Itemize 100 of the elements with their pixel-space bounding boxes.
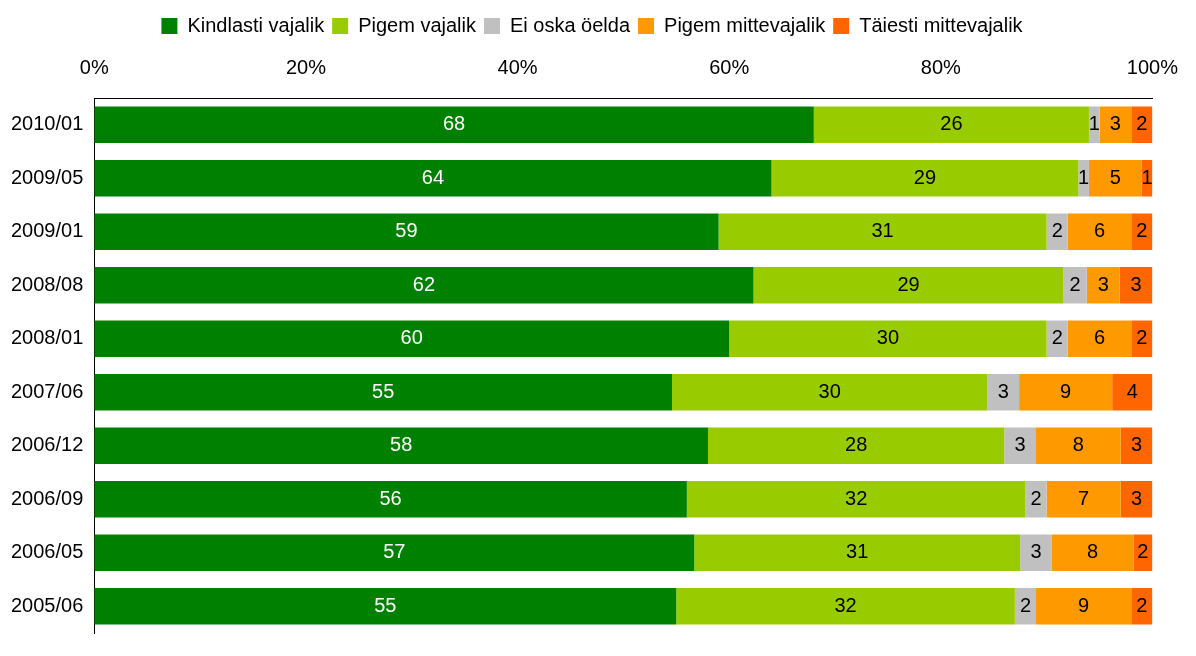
data-label: 6 <box>1093 219 1106 242</box>
bar <box>686 481 1026 518</box>
bar <box>813 106 1089 143</box>
data-label: 5 <box>1109 165 1121 188</box>
data-label: 3 <box>1130 433 1143 456</box>
y-tick-label: 2005/06 <box>11 593 84 616</box>
data-label: 59 <box>395 219 418 242</box>
bar <box>94 481 687 518</box>
data-label: 28 <box>845 433 868 456</box>
bar <box>1067 320 1132 357</box>
x-tick-label: 40% <box>497 55 538 78</box>
legend-label: Pigem mittevajalik <box>664 13 827 36</box>
data-label: 2 <box>1069 272 1081 295</box>
bar <box>1004 427 1037 464</box>
y-tick-label: 2006/09 <box>11 486 84 509</box>
x-tick-label: 20% <box>285 55 327 78</box>
bar <box>753 267 1064 304</box>
bar <box>672 374 988 411</box>
y-tick-label: 2008/01 <box>11 326 84 349</box>
y-tick-label: 2008/08 <box>11 272 84 295</box>
data-label: 2 <box>1136 326 1148 349</box>
data-label: 29 <box>913 165 937 188</box>
data-label: 9 <box>1060 379 1072 402</box>
data-label: 3 <box>1109 112 1121 135</box>
data-label: 32 <box>845 486 868 509</box>
y-tick-label: 2006/12 <box>11 433 84 456</box>
data-label: 30 <box>876 326 900 349</box>
data-label: 58 <box>390 433 413 456</box>
data-label: 30 <box>818 379 841 402</box>
data-label: 62 <box>412 272 436 295</box>
bar <box>1088 160 1142 197</box>
bar <box>1046 481 1121 518</box>
bar <box>1025 481 1047 518</box>
bar <box>1019 374 1113 411</box>
data-label: 57 <box>383 540 406 563</box>
bar <box>94 160 772 197</box>
bar <box>1020 534 1052 571</box>
data-label: 2 <box>1136 593 1148 616</box>
bar <box>729 320 1047 357</box>
data-label: 1 <box>1088 112 1100 135</box>
legend-label: Kindlasti vajalik <box>187 13 326 36</box>
bar <box>1036 588 1132 625</box>
data-label: 8 <box>1072 433 1084 456</box>
data-label: 2 <box>1051 326 1063 349</box>
data-label: 2 <box>1019 593 1032 616</box>
bar <box>94 320 730 357</box>
bar <box>94 213 719 250</box>
data-label: 64 <box>421 165 445 188</box>
bar <box>1112 374 1153 411</box>
bar <box>987 374 1020 411</box>
bar <box>94 374 673 411</box>
bar <box>718 213 1047 250</box>
bar <box>708 427 1005 464</box>
bar <box>1067 213 1132 250</box>
x-tick-label: 60% <box>709 55 750 78</box>
legend-label: Ei oska öelda <box>509 13 631 36</box>
bar <box>1036 427 1121 464</box>
bar <box>1051 534 1134 571</box>
data-label: 2 <box>1051 219 1063 242</box>
bar <box>694 534 1021 571</box>
data-label: 3 <box>1130 272 1142 295</box>
legend-label: Pigem vajalik <box>358 13 477 36</box>
data-label: 1 <box>1141 165 1153 188</box>
data-label: 3 <box>1097 272 1109 295</box>
data-label: 3 <box>1130 486 1143 509</box>
data-label: 55 <box>372 379 395 402</box>
y-tick-label: 2006/05 <box>11 540 84 563</box>
data-label: 3 <box>997 379 1009 402</box>
x-tick-label: 100% <box>1126 55 1179 78</box>
bar <box>94 534 695 571</box>
data-label: 55 <box>374 593 397 616</box>
y-tick-label: 2009/01 <box>11 219 84 242</box>
data-label: 9 <box>1078 593 1090 616</box>
data-label: 31 <box>871 219 894 242</box>
data-label: 3 <box>1014 433 1026 456</box>
data-label: 6 <box>1093 326 1106 349</box>
bar <box>94 588 677 625</box>
data-label: 7 <box>1078 486 1090 509</box>
legend-label: Täiesti mittevajalik <box>859 13 1024 36</box>
x-tick-label: 80% <box>920 55 962 78</box>
data-label: 8 <box>1087 540 1099 563</box>
y-tick-label: 2007/06 <box>11 379 84 402</box>
data-label: 68 <box>442 112 466 135</box>
data-label: 2 <box>1137 540 1149 563</box>
data-label: 60 <box>400 326 423 349</box>
data-label: 1 <box>1078 165 1090 188</box>
data-label: 31 <box>846 540 869 563</box>
data-label: 2 <box>1136 219 1148 242</box>
bar <box>771 160 1079 197</box>
data-label: 2 <box>1136 112 1148 135</box>
y-tick-label: 2010/01 <box>11 112 84 135</box>
data-label: 29 <box>897 272 920 295</box>
data-label: 4 <box>1126 379 1138 402</box>
data-label: 3 <box>1030 540 1042 563</box>
bar <box>94 106 814 143</box>
data-label: 2 <box>1030 486 1042 509</box>
bar <box>94 267 754 304</box>
data-label: 32 <box>834 593 857 616</box>
data-label: 26 <box>940 112 963 135</box>
bar <box>676 588 1015 625</box>
